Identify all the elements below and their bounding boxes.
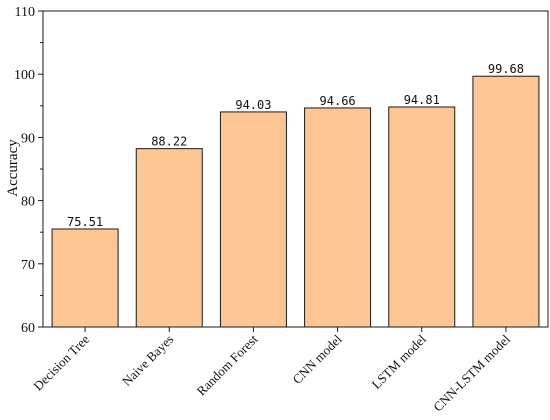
plot-frame <box>42 10 549 328</box>
data-label: 94.66 <box>320 94 356 108</box>
bar <box>219 111 287 328</box>
x-tick-label: LSTM model <box>368 331 429 392</box>
y-tick-label: 80 <box>21 195 35 210</box>
bar <box>51 228 119 328</box>
data-label: 94.03 <box>235 98 271 112</box>
x-tick-label: Random Forest <box>193 331 260 398</box>
y-tick-label: 100 <box>14 68 35 83</box>
bars-layer: 75.51 88.22 94.03 94.66 94.81 99.68 <box>51 62 540 328</box>
y-tick-label: 60 <box>21 321 35 336</box>
y-axis-title: Accuracy <box>5 139 21 197</box>
bar <box>388 106 456 328</box>
bar <box>472 75 540 328</box>
data-label: 94.81 <box>404 93 440 107</box>
y-tick-label: 90 <box>21 131 35 146</box>
bar <box>135 148 203 328</box>
x-tick-label: CNN-LSTM model <box>430 331 513 414</box>
data-label: 99.68 <box>488 62 524 76</box>
x-tick-label: CNN model <box>289 331 345 387</box>
y-tick-label: 70 <box>21 258 35 273</box>
bar <box>304 107 372 328</box>
data-label: 75.51 <box>67 215 103 229</box>
data-label: 88.22 <box>151 135 187 149</box>
x-tick-label: Decision Tree <box>30 331 92 393</box>
y-tick-label: 110 <box>15 5 35 20</box>
x-tick-label: Naive Bayes <box>119 332 176 389</box>
